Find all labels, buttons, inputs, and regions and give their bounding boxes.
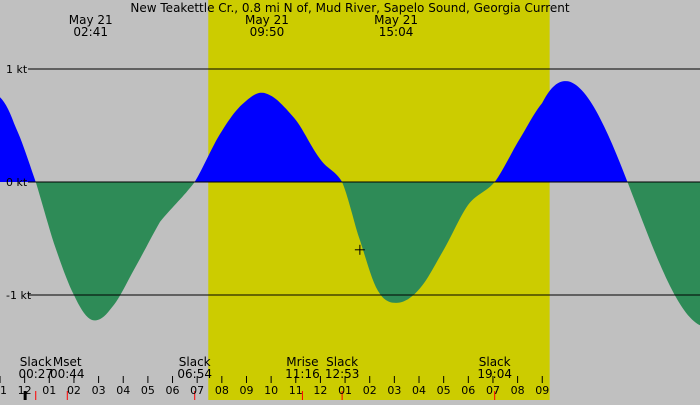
y-tick-label-2: -1 kt: [6, 289, 32, 302]
hour-label-13: 12: [313, 384, 327, 397]
event-name-2: Slack: [179, 355, 211, 369]
hour-label-2: 01: [42, 384, 56, 397]
hour-label-21: 08: [511, 384, 525, 397]
top-date-1: May 21: [245, 13, 289, 27]
hour-label-14: 01: [338, 384, 352, 397]
hour-label-0: 11: [0, 384, 7, 397]
hour-label-20: 07: [486, 384, 500, 397]
hour-label-3: 02: [67, 384, 81, 397]
top-time-1: 09:50: [250, 25, 285, 39]
flood-area-0: [0, 97, 36, 182]
y-tick-label-0: 1 kt: [6, 63, 28, 76]
chart-title: New Teakettle Cr., 0.8 mi N of, Mud Rive…: [130, 1, 569, 15]
hour-label-15: 02: [363, 384, 377, 397]
event-name-0: Slack: [20, 355, 52, 369]
hour-label-11: 10: [264, 384, 278, 397]
now-marker: [23, 391, 27, 400]
ebb-area-3: [342, 182, 495, 303]
hour-label-1: 12: [18, 384, 32, 397]
top-date-2: May 21: [374, 13, 418, 27]
hour-label-17: 04: [412, 384, 426, 397]
top-date-0: May 21: [69, 13, 113, 27]
ebb-area-1: [35, 182, 195, 321]
event-name-1: Mset: [53, 355, 82, 369]
hour-label-6: 05: [141, 384, 155, 397]
event-name-4: Slack: [326, 355, 358, 369]
hour-label-10: 09: [239, 384, 253, 397]
event-time-2: 06:54: [177, 367, 212, 381]
event-time-1: 00:44: [50, 367, 85, 381]
ebb-area-5: [627, 182, 700, 326]
top-time-2: 15:04: [379, 25, 414, 39]
event-name-5: Slack: [479, 355, 511, 369]
event-time-5: 19:04: [477, 367, 512, 381]
hour-label-9: 08: [215, 384, 229, 397]
hour-label-16: 03: [387, 384, 401, 397]
hour-label-12: 11: [289, 384, 303, 397]
hour-label-19: 06: [461, 384, 475, 397]
hour-label-8: 07: [190, 384, 204, 397]
hour-label-4: 03: [92, 384, 106, 397]
event-name-3: Mrise: [286, 355, 318, 369]
y-tick-label-1: 0 kt: [6, 176, 28, 189]
flood-area-4: [494, 81, 628, 182]
event-time-3: 11:16: [285, 367, 320, 381]
hour-label-18: 05: [437, 384, 451, 397]
hour-label-7: 06: [166, 384, 180, 397]
top-time-0: 02:41: [73, 25, 108, 39]
hour-label-22: 09: [535, 384, 549, 397]
flood-area-2: [194, 92, 343, 182]
event-time-4: 12:53: [325, 367, 360, 381]
event-time-0: 00:27: [18, 367, 53, 381]
hour-label-5: 04: [116, 384, 130, 397]
